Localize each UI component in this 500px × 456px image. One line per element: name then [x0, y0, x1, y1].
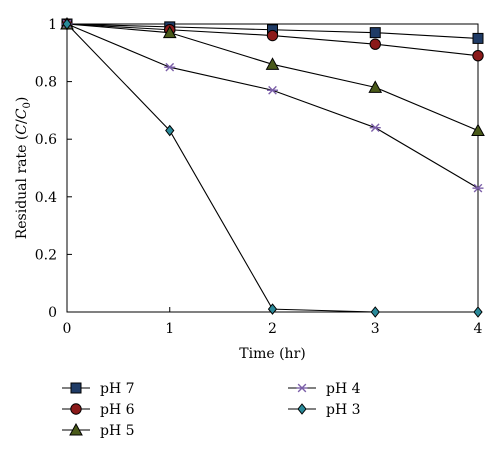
legend-label: pH 5: [100, 423, 135, 439]
data-point: [369, 123, 381, 133]
x-tick-label: 2: [268, 321, 277, 337]
legend-marker: [69, 422, 83, 436]
y-axis-title: Residual rate (C/C0): [14, 97, 33, 240]
data-point: [265, 57, 280, 70]
y-tick-label: 0.4: [35, 190, 57, 206]
legend-marker: [296, 383, 308, 393]
data-point: [472, 183, 484, 193]
x-axis-title: Time (hr): [239, 346, 305, 362]
data-point: [266, 29, 279, 42]
data-point: [472, 49, 484, 62]
data-point: [369, 38, 381, 50]
data-point: [473, 306, 483, 318]
legend-item: pH 6: [62, 402, 135, 418]
legend-label: pH 7: [100, 381, 135, 397]
legend-label: pH 6: [100, 402, 135, 418]
data-point: [471, 123, 485, 137]
y-tick-label: 1: [48, 17, 57, 33]
data-point: [165, 124, 175, 137]
x-tick-label: 0: [63, 321, 72, 337]
y-tick-label: 0: [48, 305, 57, 321]
legend-label: pH 4: [326, 381, 361, 397]
y-tick-label: 0.8: [35, 75, 57, 91]
data-point: [267, 85, 278, 95]
legend-item: pH 5: [62, 422, 135, 439]
data-point: [370, 306, 380, 318]
legend-marker: [297, 403, 307, 415]
legend-marker: [70, 403, 82, 415]
legend-label: pH 3: [326, 402, 361, 418]
legend-item: pH 4: [288, 381, 361, 397]
legend: pH 7 pH 6 pH 5 pH 4 pH 3: [62, 381, 361, 439]
x-tick-label: 3: [371, 321, 380, 337]
y-tick-label: 0.2: [35, 247, 57, 263]
legend-marker: [70, 382, 82, 394]
data-point: [369, 27, 381, 39]
data-point: [62, 18, 72, 30]
data-point: [368, 80, 383, 93]
data-point: [162, 25, 177, 39]
series-layer: [60, 16, 485, 318]
data-point: [267, 303, 278, 315]
labels: Time (hr) Residual rate (C/C0): [14, 97, 306, 362]
x-tick-label: 4: [474, 321, 483, 337]
x-tick-label: 1: [165, 321, 174, 337]
series-markers-ph-3: [62, 18, 483, 318]
y-tick-label: 0.6: [35, 132, 57, 148]
legend-item: pH 7: [62, 381, 135, 397]
axes: 0 1 2 3 4 0 0.2 0.4 0.6 0.8 1: [35, 17, 483, 337]
data-point: [472, 32, 484, 44]
data-point: [164, 62, 176, 72]
legend-item: pH 3: [288, 402, 361, 418]
